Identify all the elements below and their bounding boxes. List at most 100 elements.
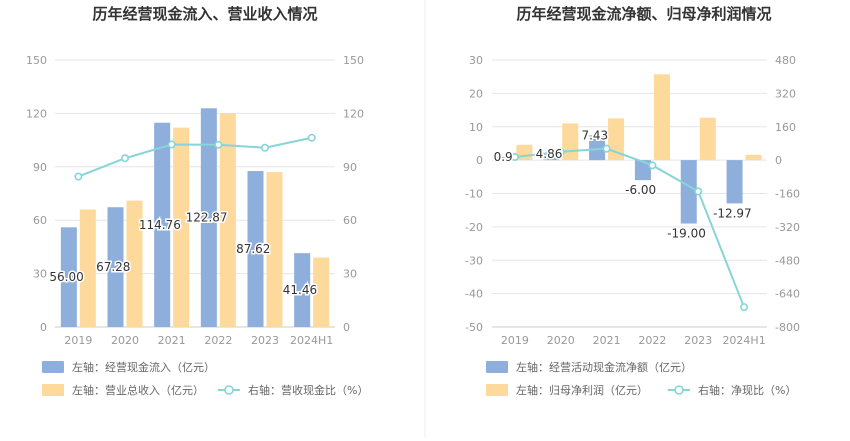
left-axis-tick: 150 xyxy=(26,54,47,67)
left-axis-tick: -40 xyxy=(465,288,483,301)
right-axis-tick: 0 xyxy=(343,321,350,334)
legend-label-line: 右轴：营收现金比（%） xyxy=(248,383,368,397)
bar-secondary xyxy=(173,127,190,327)
data-label: -6.00 xyxy=(625,183,656,197)
bar-secondary xyxy=(126,200,143,327)
bar-primary xyxy=(680,160,697,224)
legend-swatch-line-marker xyxy=(674,385,684,395)
right-axis-tick: 90 xyxy=(343,161,357,174)
left-axis-tick: -10 xyxy=(465,188,483,201)
left-axis-tick: -50 xyxy=(465,321,483,334)
legend-label-secondary: 左轴：归母净利润（亿元） xyxy=(516,383,648,397)
x-axis-label: 2021 xyxy=(158,334,186,347)
x-axis-label: 2020 xyxy=(111,334,139,347)
legend-swatch-line-marker xyxy=(224,385,234,395)
right-axis-tick: 0 xyxy=(775,154,782,167)
bar-secondary xyxy=(219,113,236,328)
bar-secondary xyxy=(562,123,579,161)
legend-swatch-secondary xyxy=(486,384,508,396)
x-axis-label: 2022 xyxy=(204,334,232,347)
left-axis-tick: 120 xyxy=(26,107,47,120)
left-axis-tick: 90 xyxy=(33,161,47,174)
legend-label-secondary: 左轴：营业总收入（亿元） xyxy=(72,383,204,397)
ratio-point xyxy=(121,154,130,163)
bar-primary xyxy=(60,227,77,327)
x-axis-label: 2021 xyxy=(593,334,621,347)
bar-primary xyxy=(634,160,651,181)
data-label: 67.28 xyxy=(96,260,130,274)
left-axis-tick: 30 xyxy=(469,54,483,67)
right-axis-tick: 150 xyxy=(343,54,364,67)
ratio-point xyxy=(307,133,316,142)
left-axis-tick: 0 xyxy=(40,321,47,334)
bar-primary xyxy=(497,157,514,161)
ratio-point xyxy=(510,152,519,161)
bar-primary xyxy=(247,171,264,327)
x-axis-label: 2023 xyxy=(251,334,279,347)
data-label: 122.87 xyxy=(186,211,228,225)
left-axis-tick: 30 xyxy=(33,268,47,281)
data-label: 56.00 xyxy=(49,270,83,284)
right-axis-tick: 160 xyxy=(775,121,796,134)
bar-primary xyxy=(294,253,311,327)
legend-swatch-primary xyxy=(486,361,508,373)
left-axis-tick: 60 xyxy=(33,214,47,227)
legend-label-primary: 左轴：经营活动现金流净额（亿元） xyxy=(516,360,692,374)
right-axis-tick: -480 xyxy=(775,254,800,267)
legend-swatch-primary xyxy=(42,361,64,373)
bar-primary xyxy=(543,153,560,161)
x-axis-label: 2019 xyxy=(64,334,92,347)
data-label: 0.9 xyxy=(494,150,513,164)
bar-secondary xyxy=(313,257,330,327)
bar-primary xyxy=(726,160,743,204)
left-axis-tick: 20 xyxy=(469,87,483,100)
bar-primary xyxy=(107,207,124,327)
data-label: 4.86 xyxy=(536,147,563,161)
left-axis-tick: -30 xyxy=(465,254,483,267)
right-axis-tick: 30 xyxy=(343,268,357,281)
bar-secondary xyxy=(266,172,283,327)
right-axis-tick: -320 xyxy=(775,221,800,234)
data-label: 7.43 xyxy=(581,128,608,142)
ratio-point xyxy=(74,172,83,181)
left-axis-tick: -20 xyxy=(465,221,483,234)
data-label: 41.46 xyxy=(283,283,317,297)
bar-primary xyxy=(200,108,217,327)
ratio-line xyxy=(514,147,746,308)
ratio-point xyxy=(740,303,749,312)
x-axis-label: 2024H1 xyxy=(722,334,765,347)
right-axis-tick: 320 xyxy=(775,87,796,100)
ratio-point xyxy=(167,140,176,149)
ratio-point xyxy=(214,140,223,149)
right-axis-tick: -160 xyxy=(775,188,800,201)
bar-secondary xyxy=(79,209,96,327)
ratio-point xyxy=(602,144,611,153)
x-axis-label: 2022 xyxy=(638,334,666,347)
bar-secondary xyxy=(653,74,670,161)
left-axis-tick: 10 xyxy=(469,121,483,134)
ratio-point xyxy=(260,143,269,152)
left-axis-tick: 0 xyxy=(476,154,483,167)
right-axis-tick: -640 xyxy=(775,288,800,301)
bar-primary xyxy=(589,135,606,161)
ratio-point xyxy=(694,187,703,196)
ratio-point xyxy=(556,147,565,156)
bar-secondary xyxy=(699,117,716,161)
right-axis-tick: 480 xyxy=(775,54,796,67)
bar-secondary xyxy=(745,154,762,161)
x-axis-label: 2020 xyxy=(547,334,575,347)
legend-label-line: 右轴：净现比（%） xyxy=(698,383,796,397)
chart-title: 历年经营现金流入、营业收入情况 xyxy=(92,5,317,23)
data-label: -19.00 xyxy=(667,227,706,241)
legend-label-primary: 左轴：经营现金流入（亿元） xyxy=(72,360,215,374)
x-axis-label: 2023 xyxy=(684,334,712,347)
right-axis-tick: 120 xyxy=(343,107,364,120)
data-label: 114.76 xyxy=(139,218,181,232)
legend-swatch-secondary xyxy=(42,384,64,396)
data-label: 87.62 xyxy=(236,242,270,256)
ratio-point xyxy=(648,161,657,170)
x-axis-label: 2019 xyxy=(501,334,529,347)
bar-primary xyxy=(154,122,171,327)
